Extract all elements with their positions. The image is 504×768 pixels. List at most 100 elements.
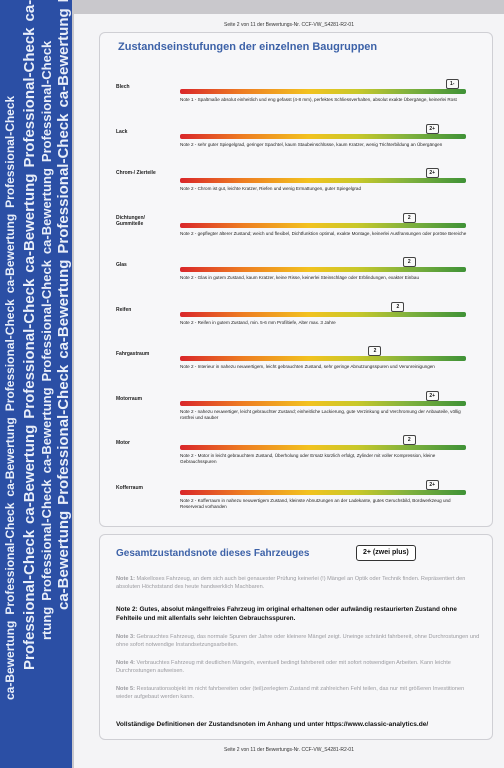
- grade-definition: Note 4: Verbrauchtes Fahrzeug mit deutli…: [116, 659, 481, 675]
- component-ratings-panel: Zustandseinstufungen der einzelnen Baugr…: [99, 32, 493, 527]
- watermark-text: Professional-Check: [39, 260, 54, 382]
- grade-marker: 2: [402, 435, 416, 445]
- watermark-text: Professional-Check: [39, 40, 54, 163]
- rating-scale-bar: [180, 133, 466, 139]
- watermark-text: Professional-Check: [3, 502, 17, 615]
- watermark-text: Professional-Check: [21, 529, 38, 670]
- watermark-text: ca-Bewertung: [55, 510, 72, 610]
- page-footer: Seite 2 von 11 der Bewertungs-Nr. CCF-VW…: [224, 747, 354, 753]
- rating-note: Note 2 - Reifen in gutem Zustand, min. 5…: [180, 319, 336, 325]
- rating-row: Lack 2+ Note 2 - sehr guter Spiegelgrad, g…: [100, 120, 492, 160]
- rating-row: Chrom-/ Zierteile 2+ Note 2 - Chrom ist gu…: [100, 164, 492, 204]
- rating-scale-bar: [180, 400, 466, 406]
- grade-definition-head: Note 4:: [116, 660, 135, 666]
- watermark-text: Professional-Check: [21, 278, 38, 419]
- grade-definition-text: Makelloses Fahrzeug, an dem sich auch be…: [116, 576, 466, 590]
- watermark-text: ca-Bewertung: [21, 0, 38, 21]
- watermark-column: ca-Bewertung Professional-Check ca-Bewertu…: [55, 0, 72, 610]
- rating-scale-bar: [180, 89, 466, 94]
- rating-scale-bar: [180, 489, 466, 495]
- rating-scale-bar: [180, 356, 466, 361]
- watermark-text: ca-Bewertung: [3, 620, 17, 700]
- watermark-text: Professional-Check: [21, 27, 38, 168]
- rating-label: Dichtungen/ Gummiteile: [116, 214, 145, 227]
- watermark-text: Professional-Check: [55, 113, 72, 254]
- rating-row: Glas 2 Note 2 - Glas in gutem Zustand, kau…: [100, 253, 492, 293]
- rating-scale-bar: [180, 311, 466, 317]
- grade-marker: 2+: [425, 123, 439, 134]
- watermark-column: rtung Professional-Check ca-Bewertung Profe…: [39, 35, 54, 640]
- watermark-text: ca-Bewertung: [39, 387, 54, 474]
- rating-row: Motorraum 2+ Note 2 - nahezu neuwertiger, …: [100, 387, 492, 427]
- grade-marker: 2: [391, 301, 405, 312]
- rating-row: Fahrgastraum 2 Note 2 - Interieur in nahez…: [100, 342, 492, 382]
- overall-rating-title: Gesamtzustandsnote dieses Fahrzeuges: [116, 548, 310, 559]
- rating-row: Dichtungen/ Gummiteile 2 Note 2 - gepflegt…: [100, 209, 492, 249]
- grade-definition-text: Gebrauchtes Fahrzeug, das normale Spuren…: [116, 634, 480, 648]
- document-page: Seite 2 von 11 der Bewertungs-Nr. CCF-VW…: [74, 14, 504, 768]
- watermark-text: rtung: [39, 606, 54, 640]
- grade-definition-text: Restaurationsobjekt im nicht fahrbereite…: [116, 686, 465, 700]
- rating-label: Kofferraum: [116, 484, 143, 491]
- overall-rating-panel: Gesamtzustandsnote dieses Fahrzeuges 2+ …: [99, 534, 493, 740]
- watermark-text: Professional-Check: [55, 364, 72, 505]
- watermark-text: ca-Bewertung: [55, 8, 72, 108]
- page-header: Seite 2 von 11 der Bewertungs-Nr. CCF-VW…: [224, 22, 354, 28]
- rating-label: Fahrgastraum: [116, 351, 150, 357]
- rating-row: Blech 1- Note 1 - Spaltmaße absolut einhei…: [100, 75, 492, 115]
- grade-definition-selected: Note 2: Gutes, absolut mängelfreies Fahr…: [116, 605, 481, 623]
- watermark-text: ca-Bewertung: [21, 173, 38, 273]
- rating-label: Lack: [116, 128, 128, 135]
- grade-definition-text: Verbrauchtes Fahrzeug mit deutlichen Män…: [116, 660, 451, 674]
- grade-definition: Note 5: Restaurationsobjekt im nicht fah…: [116, 685, 481, 701]
- grade-marker: 2: [368, 346, 382, 356]
- grade-definition-text: Gutes, absolut mängelfreies Fahrzeug im …: [116, 606, 457, 622]
- rating-label: Motor: [116, 440, 130, 446]
- grade-definition-head: Note 2:: [116, 606, 138, 613]
- watermark-text: ca-Bewertung: [55, 259, 72, 359]
- rating-scale-bar: [180, 445, 466, 450]
- rating-row: Motor 2 Note 2 - Motor in leicht gebraucht…: [100, 431, 492, 471]
- rating-note: Note 2 - Interieur in nahezu neuwertigem…: [180, 364, 435, 369]
- watermark-column: ca-Bewertung Professional-Check ca-Bewertu…: [3, 90, 17, 700]
- rating-note: Note 1 - Spaltmaße absolut einheitlich u…: [180, 97, 457, 102]
- watermark-text: Professional-Check: [39, 479, 54, 601]
- rating-label: Chrom-/ Zierteile: [116, 170, 156, 176]
- watermark-strip: ca-BewertungProfessional-Checkca-Bewertu…: [0, 0, 72, 768]
- watermark-text: ca-Bewertung: [21, 424, 38, 524]
- rating-note: Note 2 - nahezu neuwertiger, leicht gebr…: [180, 408, 461, 420]
- rating-scale-bar: [180, 178, 466, 183]
- watermark-column: Professional-Check ca-Bewertung Profession…: [21, 0, 38, 670]
- component-ratings-title: Zustandseinstufungen der einzelnen Baugr…: [118, 41, 378, 53]
- watermark-text: Professional-Check: [3, 299, 17, 412]
- watermark-text: ca-Bewertung: [3, 417, 17, 497]
- grade-marker: 1-: [445, 79, 459, 89]
- definitions-link-text: Vollständige Definitionen der Zustandsno…: [116, 721, 429, 728]
- rating-label: Blech: [116, 84, 130, 90]
- watermark-text: Professional-Check: [3, 95, 17, 208]
- grade-definition-head: Note 1:: [116, 576, 135, 582]
- rating-note: Note 2 - Motor in leicht gebrauchtem Zus…: [180, 453, 436, 464]
- rating-label: Glas: [116, 262, 127, 268]
- grade-definition: Note 1: Makelloses Fahrzeug, an dem sich…: [116, 575, 481, 591]
- rating-row: Kofferraum 2+ Note 2 - Kofferraum in nahez…: [100, 476, 492, 516]
- grade-marker: 2+: [425, 390, 439, 401]
- grade-marker: 2: [402, 257, 416, 267]
- rating-note: Note 2 - Glas in gutem Zustand, kaum Kra…: [180, 275, 420, 280]
- grade-definition-head: Note 5:: [116, 686, 135, 692]
- watermark-text: ca-Bewertung: [3, 213, 17, 294]
- rating-note: Note 2 - sehr guter Spiegelgrad, geringe…: [180, 141, 443, 147]
- rating-scale-bar: [180, 222, 466, 228]
- rating-label: Reifen: [116, 306, 132, 313]
- watermark-text: ca-Bewertung: [39, 168, 54, 255]
- rating-row: Reifen 2 Note 2 - Reifen in gutem Zustand,…: [100, 298, 492, 338]
- grade-definition-head: Note 3:: [116, 634, 135, 640]
- overall-grade-badge: 2+ (zwei plus): [356, 545, 416, 561]
- watermark-text: Professional-Check: [55, 0, 72, 2]
- grade-definition: Note 3: Gebrauchtes Fahrzeug, das normal…: [116, 633, 481, 649]
- rating-note: Note 2 - Kofferraum in nahezu neuwertige…: [180, 497, 451, 509]
- rating-note: Note 2 - Chrom ist gut, leichte Kratzer,…: [180, 186, 362, 191]
- rating-note: Note 2 - gepflegter älterer Zustand; wei…: [180, 230, 467, 236]
- grade-marker: 2+: [425, 168, 439, 178]
- grade-marker: 2: [402, 212, 416, 223]
